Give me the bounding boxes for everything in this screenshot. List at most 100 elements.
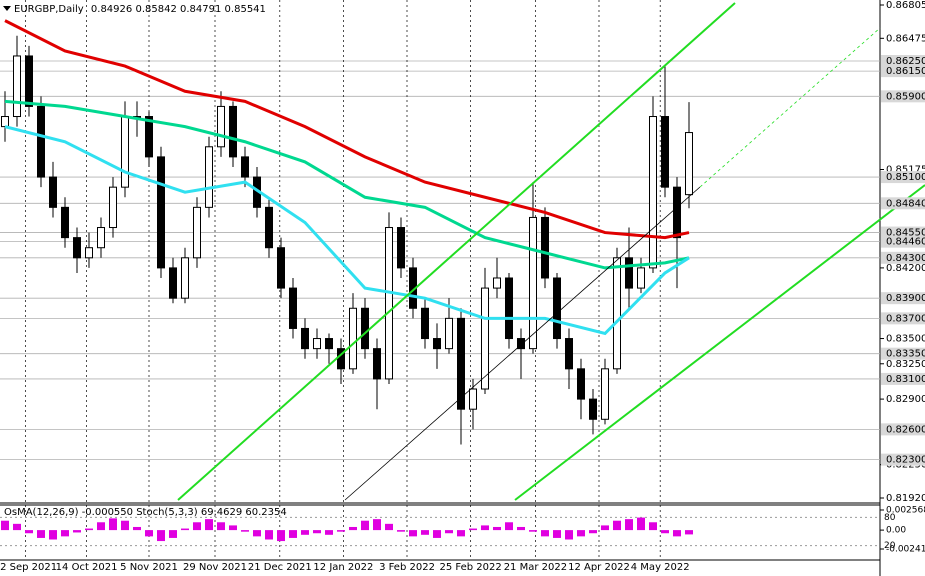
osma-bar (625, 519, 633, 531)
candle-body (265, 206, 273, 249)
moving-average (4, 19, 690, 240)
level-label-box (881, 372, 925, 385)
stoch-level-label: 80 (884, 513, 896, 523)
osma-bar (229, 525, 237, 531)
candle-body (229, 105, 237, 158)
candle-body (1, 116, 9, 128)
osma-bar (157, 530, 165, 542)
osc-tick-label: 0.00 (886, 526, 906, 536)
osma-bar (517, 526, 525, 531)
osma-bar (277, 530, 285, 542)
osma-bar (241, 530, 249, 532)
osma-bar (85, 528, 93, 531)
candle-body (361, 307, 369, 350)
x-tick-label: 29 Nov 2021 (183, 562, 247, 573)
level-label: 0.83350 (886, 349, 925, 360)
candle-body (313, 338, 321, 350)
candle-body (601, 368, 609, 420)
menu-arrow[interactable] (3, 6, 11, 11)
candle-body (505, 277, 513, 340)
level-label-box (881, 65, 925, 78)
candle-body (565, 338, 573, 370)
x-tick-label: 22 Sep 2021 (0, 562, 57, 573)
candle-body (109, 186, 117, 229)
y-tick-label: 0.86805 (886, 0, 925, 11)
level-label-box (881, 292, 925, 305)
osma-bar (301, 530, 309, 535)
candle-body (61, 206, 69, 239)
candle-body (661, 116, 669, 188)
osma-bar (217, 522, 225, 531)
osma-bar (541, 530, 549, 537)
osma-bar (325, 530, 333, 535)
osma-bar (49, 530, 57, 540)
level-label: 0.82600 (886, 424, 925, 435)
osma-bar (613, 520, 621, 531)
candle-body (373, 348, 381, 380)
candle-body (433, 338, 441, 350)
osma-bar (553, 530, 561, 538)
level-label: 0.85900 (886, 91, 925, 102)
y-tick-label: 0.85175 (886, 165, 925, 176)
osma-bar (349, 526, 357, 531)
y-tick-label: 0.81920 (886, 493, 925, 504)
y-tick-label: 0.84200 (886, 263, 925, 274)
osma-bar (181, 528, 189, 531)
osma-bar (253, 530, 261, 537)
candle-body (289, 287, 297, 329)
level-label-box (881, 235, 925, 248)
osma-bar (649, 522, 657, 531)
osma-bar (505, 522, 513, 531)
osma-bar (565, 530, 573, 540)
osma-bar (133, 526, 141, 531)
candle-body (445, 317, 453, 350)
candle-body (349, 307, 357, 370)
candle-body (541, 216, 549, 279)
osma-bar (373, 519, 381, 531)
level-label-box (881, 312, 925, 325)
candle-body (277, 247, 285, 289)
osma-bar (361, 520, 369, 531)
candle-body (589, 398, 597, 420)
osma-bar (313, 530, 321, 534)
level-label-box (881, 55, 925, 68)
candle-body (121, 116, 129, 188)
candle-body (553, 277, 561, 340)
osma-bar (481, 525, 489, 531)
indicator-label: OsMA(12,26,9) -0.000550 Stoch(5,3,3) 69.… (4, 507, 287, 518)
candle-body (193, 206, 201, 259)
regression-extension (699, 27, 881, 188)
level-label: 0.82300 (886, 455, 925, 466)
osma-bar (637, 517, 645, 531)
y-tick-label: 0.86475 (886, 33, 925, 44)
channel-line (177, 2, 736, 501)
x-tick-label: 5 Nov 2021 (120, 562, 178, 573)
level-label: 0.84840 (886, 198, 925, 209)
candle-body (301, 327, 309, 350)
candle-body (397, 227, 405, 269)
candle-body (613, 257, 621, 370)
osma-bar (289, 530, 297, 538)
osma-bar (409, 530, 417, 537)
osma-bar (25, 530, 33, 534)
regression-line (344, 186, 701, 501)
candle-body (577, 368, 585, 400)
osc-tick-label: 0.002568 (886, 506, 925, 516)
level-label-box (881, 251, 925, 264)
level-label-box (881, 453, 925, 466)
moving-average (4, 125, 690, 336)
osma-bar (577, 530, 585, 537)
candle-body (385, 227, 393, 380)
level-label: 0.84460 (886, 237, 925, 248)
osma-bar (469, 528, 477, 531)
level-label: 0.84550 (886, 228, 925, 239)
x-tick-label: 4 May 2022 (631, 562, 690, 573)
x-tick-label: 25 Feb 2022 (439, 562, 501, 573)
candle-body (169, 267, 177, 299)
candle-body (241, 156, 249, 178)
y-tick-label: 0.83500 (886, 334, 925, 345)
osma-bar (397, 530, 405, 532)
osma-bar (265, 530, 273, 540)
candle-body (457, 317, 465, 410)
